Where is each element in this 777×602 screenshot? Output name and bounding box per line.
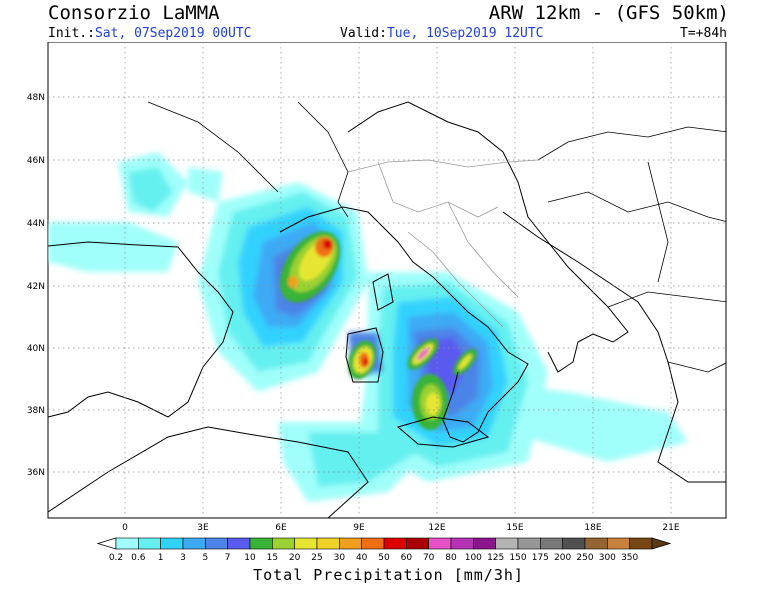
- valid-label: Valid:: [340, 26, 387, 41]
- legend-title: Total Precipitation [mm/3h]: [253, 566, 524, 584]
- coastlines: [48, 101, 726, 518]
- legend-swatch: [294, 537, 318, 550]
- legend-level: 30: [334, 553, 346, 563]
- borders: [347, 159, 539, 328]
- legend-swatch: [272, 537, 295, 550]
- lat-label: 40N: [27, 344, 45, 354]
- legend-level: 175: [532, 553, 549, 563]
- legend-swatch: [607, 537, 630, 550]
- legend-swatch: [227, 537, 251, 550]
- legend-level: 100: [465, 553, 482, 563]
- legend-swatch: [540, 537, 563, 550]
- lat-lon-grid: [48, 42, 726, 518]
- legend-over-arrow: [651, 537, 672, 550]
- legend-level: 60: [401, 553, 413, 563]
- legend-swatch: [584, 537, 608, 550]
- legend-level: 150: [509, 553, 526, 563]
- valid-value: Tue, 10Sep2019 12UTC: [386, 26, 544, 41]
- init-value: Sat, 07Sep2019 00UTC: [94, 26, 252, 41]
- legend-swatch: [249, 537, 273, 550]
- lat-axis: 48N 46N 44N 42N 40N 38N 36N: [27, 93, 45, 478]
- lat-label: 42N: [27, 282, 45, 292]
- lon-label: 15E: [506, 523, 523, 533]
- legend-swatch: [562, 537, 586, 550]
- init-label: Init.:: [48, 26, 95, 41]
- legend-swatch: [495, 537, 519, 550]
- legend-swatch: [383, 537, 407, 550]
- legend-swatch: [138, 537, 161, 550]
- legend-level: 50: [378, 553, 390, 563]
- legend-level: 200: [554, 553, 571, 563]
- legend-swatch: [517, 537, 541, 550]
- legend-level: 10: [244, 553, 256, 563]
- legend-level: 5: [202, 553, 208, 563]
- legend-level: 40: [356, 553, 368, 563]
- legend-level: 7: [225, 553, 231, 563]
- lon-label: 18E: [584, 523, 601, 533]
- precipitation-field: [48, 152, 688, 502]
- lon-label: 6E: [275, 523, 287, 533]
- lon-label: 9E: [353, 523, 365, 533]
- legend-level: 15: [267, 553, 278, 563]
- legend-level: 3: [180, 553, 186, 563]
- legend-level: 0.2: [109, 553, 123, 563]
- legend-swatch: [115, 537, 139, 550]
- legend-under-arrow: [96, 537, 117, 550]
- legend-colorbar: 0.2 0.6 1 3 5 7 10 15 20 25 30 40 50 60 70 80 100 125 150 1…: [96, 537, 672, 563]
- lat-label: 48N: [27, 93, 45, 103]
- lon-label: 21E: [662, 523, 679, 533]
- app-title: Consorzio LaMMA: [48, 2, 220, 24]
- legend-level: 350: [621, 553, 638, 563]
- legend-swatch: [428, 537, 452, 550]
- legend-level: 125: [487, 553, 504, 563]
- legend-swatch: [182, 537, 206, 550]
- lon-label: 3E: [197, 523, 209, 533]
- precipitation-map: 48N 46N 44N 42N 40N 38N 36N 0 3E 6E 9E 12E 15E 18E 21…: [27, 42, 727, 533]
- legend-level: 80: [445, 553, 457, 563]
- lon-label: 0: [122, 523, 128, 533]
- model-title: ARW 12km - (GFS 50km): [488, 2, 729, 24]
- legend-level: 25: [311, 553, 322, 563]
- legend-level: 70: [423, 553, 435, 563]
- init-time: Init.:Sat, 07Sep2019 00UTC: [48, 26, 252, 41]
- legend-level: 0.6: [131, 553, 146, 563]
- legend-level: 300: [599, 553, 616, 563]
- legend-swatch: [450, 537, 474, 550]
- legend-swatch: [316, 537, 340, 550]
- forecast-hour: T=+84h: [680, 26, 727, 41]
- valid-time: Valid:Tue, 10Sep2019 12UTC: [340, 26, 544, 41]
- legend-swatch: [473, 537, 496, 550]
- legend-swatch: [160, 537, 184, 550]
- legend-level: 250: [576, 553, 593, 563]
- legend-swatch: [361, 537, 385, 550]
- lon-label: 12E: [428, 523, 445, 533]
- lat-label: 46N: [27, 156, 45, 166]
- legend-level: 20: [289, 553, 301, 563]
- lat-label: 38N: [27, 406, 45, 416]
- national-borders: [147, 101, 726, 373]
- lat-label: 44N: [27, 219, 45, 229]
- legend-swatch: [339, 537, 362, 550]
- legend-level: 1: [158, 553, 164, 563]
- lat-label: 36N: [27, 468, 45, 478]
- legend-swatch: [629, 537, 653, 550]
- legend-swatch: [205, 537, 228, 550]
- legend-swatch: [406, 537, 429, 550]
- lon-axis: 0 3E 6E 9E 12E 15E 18E 21E: [122, 523, 680, 533]
